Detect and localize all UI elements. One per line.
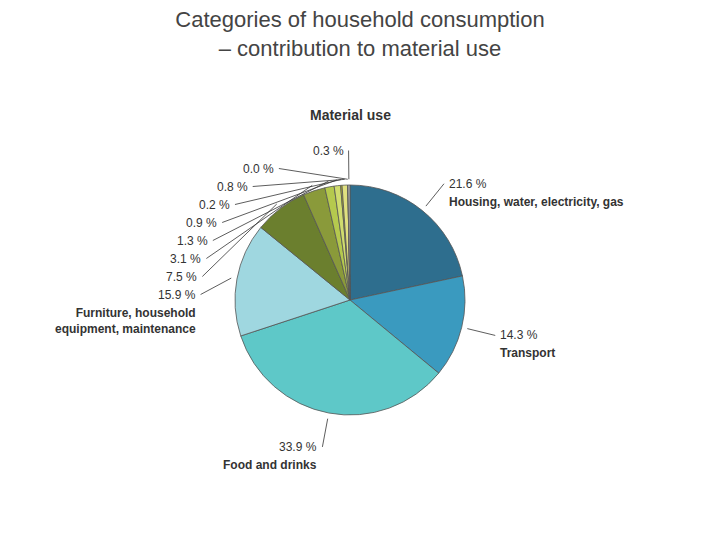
svg-text:7.5 %: 7.5 % — [166, 270, 197, 284]
svg-text:14.3 %: 14.3 % — [500, 328, 538, 342]
svg-text:0.2 %: 0.2 % — [199, 198, 230, 212]
svg-text:1.3 %: 1.3 % — [177, 234, 208, 248]
svg-text:Housing, water, electricity, g: Housing, water, electricity, gas — [449, 195, 624, 209]
svg-text:3.1 %: 3.1 % — [170, 252, 201, 266]
svg-text:0.3 %: 0.3 % — [313, 144, 344, 158]
svg-text:Categories of household consum: Categories of household consumption– con… — [175, 7, 544, 61]
svg-text:Food and drinks: Food and drinks — [223, 458, 317, 472]
svg-text:0.0 %: 0.0 % — [243, 162, 274, 176]
svg-text:15.9 %: 15.9 % — [158, 288, 196, 302]
svg-text:Material use: Material use — [310, 107, 391, 123]
svg-text:0.8 %: 0.8 % — [217, 180, 248, 194]
svg-text:33.9 %: 33.9 % — [279, 440, 317, 454]
svg-text:Furniture, householdequipment,: Furniture, householdequipment, maintenan… — [55, 306, 196, 336]
svg-text:21.6 %: 21.6 % — [449, 177, 487, 191]
svg-text:0.9 %: 0.9 % — [186, 216, 217, 230]
svg-text:Transport: Transport — [500, 346, 555, 360]
